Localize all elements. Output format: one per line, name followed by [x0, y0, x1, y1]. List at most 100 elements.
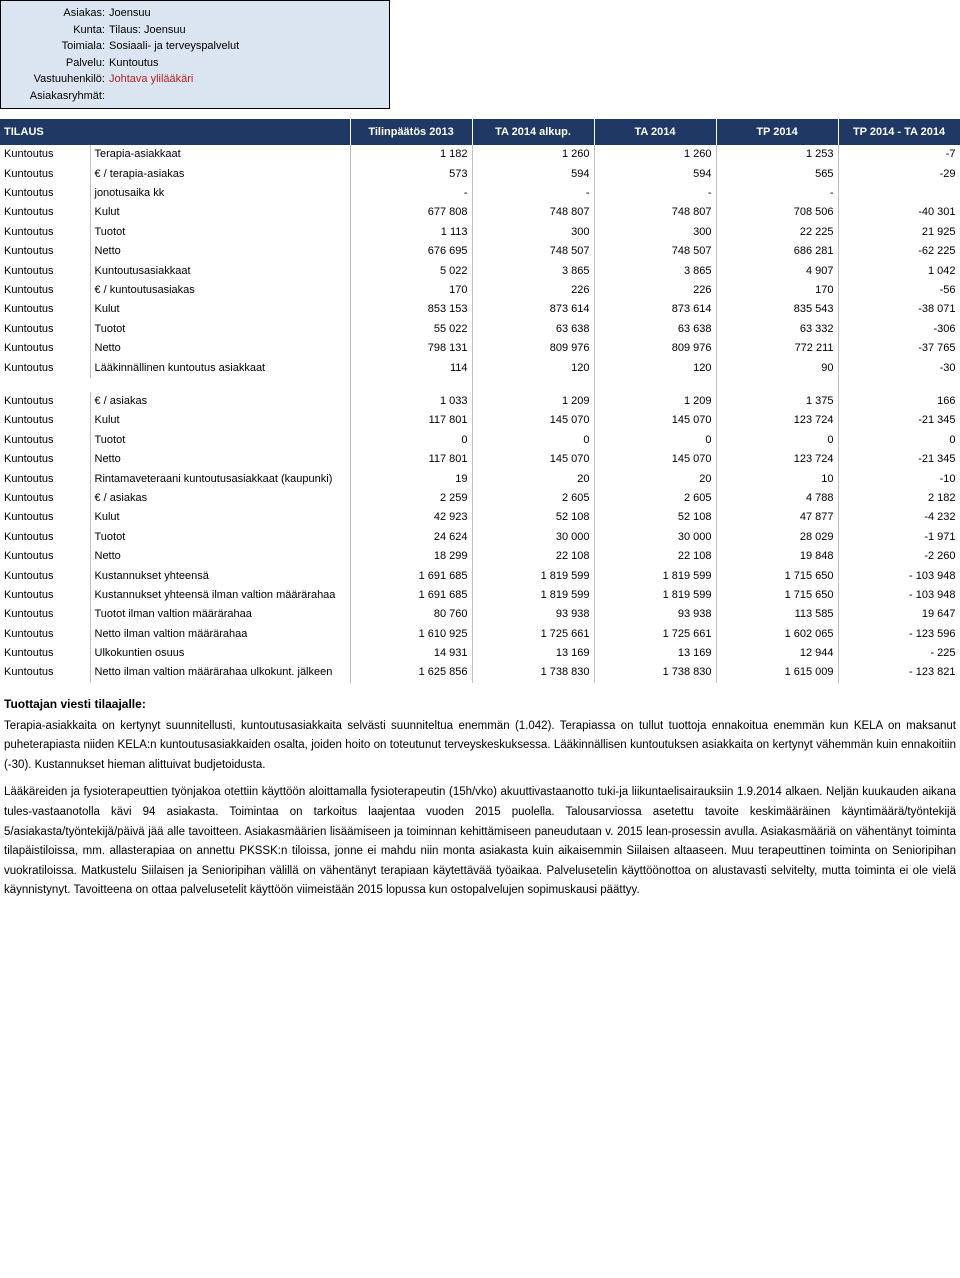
info-box: Asiakas:Joensuu Kunta:Tilaus: Joensuu To…: [0, 0, 390, 109]
cell-value: 2 605: [472, 489, 594, 508]
cell-value: 145 070: [472, 450, 594, 469]
label-asiakasryhmat: Asiakasryhmät:: [9, 88, 109, 105]
cell-value: 0: [350, 431, 472, 450]
cell-value: 1 033: [350, 392, 472, 411]
cell-desc: Lääkinnällinen kuntoutus asiakkaat: [90, 359, 350, 378]
cell-value: -21 345: [838, 411, 960, 430]
cell-value: 226: [594, 281, 716, 300]
cell-value: 10: [716, 470, 838, 489]
value-kunta: Tilaus: Joensuu: [109, 22, 381, 39]
cell-value: -21 345: [838, 450, 960, 469]
cell-service: Kuntoutus: [0, 262, 90, 281]
cell-value: -4 232: [838, 508, 960, 527]
header-tilinpaatos: Tilinpäätös 2013: [350, 119, 472, 145]
header-diff: TP 2014 - TA 2014: [838, 119, 960, 145]
label-kunta: Kunta:: [9, 22, 109, 39]
cell-value: -: [472, 184, 594, 203]
cell-value: 748 807: [472, 203, 594, 222]
cell-value: 19 647: [838, 605, 960, 624]
cell-value: -: [716, 184, 838, 203]
cell-value: 0: [594, 431, 716, 450]
cell-value: 145 070: [472, 411, 594, 430]
cell-value: 28 029: [716, 528, 838, 547]
table-row: Kuntoutus€ / asiakas1 0331 2091 2091 375…: [0, 392, 960, 411]
cell-value: 30 000: [472, 528, 594, 547]
table-row: Kuntoutus€ / kuntoutusasiakas17022622617…: [0, 281, 960, 300]
cell-desc: € / terapia-asiakas: [90, 165, 350, 184]
cell-value: - 103 948: [838, 567, 960, 586]
cell-value: -: [350, 184, 472, 203]
message-p1: Terapia-asiakkaita on kertynyt suunnitel…: [4, 717, 956, 776]
cell-value: 2 182: [838, 489, 960, 508]
cell-service: Kuntoutus: [0, 528, 90, 547]
cell-value: 1 610 925: [350, 625, 472, 644]
cell-value: 1 615 009: [716, 663, 838, 682]
header-tp: TP 2014: [716, 119, 838, 145]
cell-value: 873 614: [472, 300, 594, 319]
table-row: Kuntoutus€ / asiakas2 2592 6052 6054 788…: [0, 489, 960, 508]
cell-value: 20: [472, 470, 594, 489]
cell-desc: jonotusaika kk: [90, 184, 350, 203]
table-row: KuntoutusUlkokuntien osuus14 93113 16913…: [0, 644, 960, 663]
cell-value: 1 725 661: [472, 625, 594, 644]
cell-service: Kuntoutus: [0, 223, 90, 242]
message-section: Tuottajan viesti tilaajalle: Terapia-asi…: [0, 697, 960, 901]
cell-value: 18 299: [350, 547, 472, 566]
cell-value: 145 070: [594, 450, 716, 469]
value-asiakasryhmat: [109, 88, 381, 105]
cell-value: 1 819 599: [594, 567, 716, 586]
cell-service: Kuntoutus: [0, 300, 90, 319]
table-row: KuntoutusTuotot55 02263 63863 63863 332-…: [0, 320, 960, 339]
cell-value: -62 225: [838, 242, 960, 261]
cell-service: Kuntoutus: [0, 392, 90, 411]
cell-value: 113 585: [716, 605, 838, 624]
cell-service: Kuntoutus: [0, 625, 90, 644]
cell-value: 809 976: [472, 339, 594, 358]
header-ta-alkup: TA 2014 alkup.: [472, 119, 594, 145]
table-row: KuntoutusNetto ilman valtion määrärahaa1…: [0, 625, 960, 644]
cell-service: Kuntoutus: [0, 663, 90, 682]
cell-value: 145 070: [594, 411, 716, 430]
cell-service: Kuntoutus: [0, 203, 90, 222]
cell-service: Kuntoutus: [0, 567, 90, 586]
cell-value: 120: [594, 359, 716, 378]
cell-desc: Rintamaveteraani kuntoutusasiakkaat (kau…: [90, 470, 350, 489]
cell-desc: € / kuntoutusasiakas: [90, 281, 350, 300]
cell-value: 226: [472, 281, 594, 300]
cell-value: 14 931: [350, 644, 472, 663]
cell-value: 63 332: [716, 320, 838, 339]
cell-value: [838, 184, 960, 203]
cell-desc: Netto ilman valtion määrärahaa ulkokunt.…: [90, 663, 350, 682]
table-row: KuntoutusTerapia-asiakkaat1 1821 2601 26…: [0, 145, 960, 164]
cell-value: 13 169: [472, 644, 594, 663]
cell-desc: Netto: [90, 450, 350, 469]
cell-value: 565: [716, 165, 838, 184]
table-row: KuntoutusKulut42 92352 10852 10847 877-4…: [0, 508, 960, 527]
table-row: KuntoutusTuotot ilman valtion määrärahaa…: [0, 605, 960, 624]
cell-value: 1 738 830: [594, 663, 716, 682]
cell-service: Kuntoutus: [0, 644, 90, 663]
cell-value: -30: [838, 359, 960, 378]
cell-service: Kuntoutus: [0, 489, 90, 508]
cell-desc: € / asiakas: [90, 392, 350, 411]
cell-service: Kuntoutus: [0, 586, 90, 605]
cell-value: 3 865: [594, 262, 716, 281]
cell-value: - 103 948: [838, 586, 960, 605]
cell-service: Kuntoutus: [0, 411, 90, 430]
table-row: KuntoutusTuotot00000: [0, 431, 960, 450]
cell-value: 24 624: [350, 528, 472, 547]
value-toimiala: Sosiaali- ja terveyspalvelut: [109, 38, 381, 55]
value-palvelu: Kuntoutus: [109, 55, 381, 72]
cell-desc: € / asiakas: [90, 489, 350, 508]
cell-value: -29: [838, 165, 960, 184]
table-row: KuntoutusKustannukset yhteensä ilman val…: [0, 586, 960, 605]
cell-value: 1 691 685: [350, 567, 472, 586]
cell-value: 1 113: [350, 223, 472, 242]
cell-value: 748 807: [594, 203, 716, 222]
cell-service: Kuntoutus: [0, 547, 90, 566]
cell-value: 55 022: [350, 320, 472, 339]
cell-value: 93 938: [594, 605, 716, 624]
cell-value: 1 209: [472, 392, 594, 411]
label-vastuuhenkilo: Vastuuhenkilö:: [9, 71, 109, 88]
cell-value: 63 638: [594, 320, 716, 339]
